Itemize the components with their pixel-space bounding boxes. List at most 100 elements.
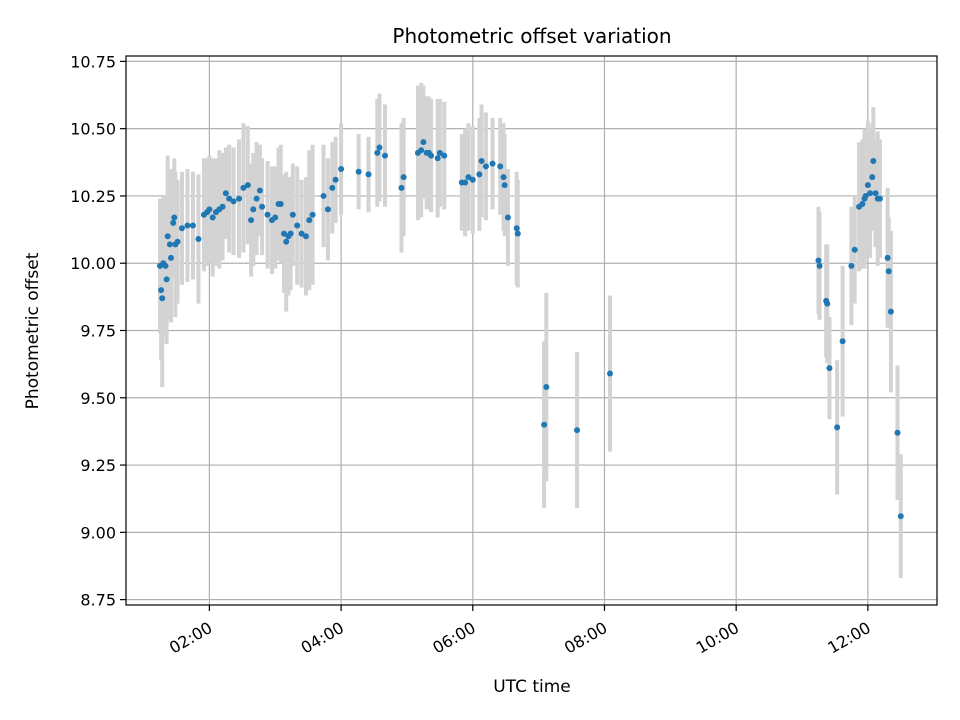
data-point	[158, 287, 165, 294]
data-point	[420, 139, 427, 146]
data-point	[287, 230, 294, 237]
data-point	[482, 163, 489, 170]
data-point	[355, 168, 362, 175]
data-point	[862, 192, 869, 199]
data-point	[497, 163, 504, 170]
data-point	[816, 262, 823, 269]
data-point	[872, 190, 879, 197]
data-point	[376, 144, 383, 151]
data-point	[436, 149, 443, 156]
data-point	[884, 254, 891, 261]
data-point	[324, 206, 331, 213]
x-axis-label: UTC time	[493, 677, 571, 697]
data-point	[272, 214, 279, 221]
data-point	[826, 365, 833, 372]
data-point	[489, 160, 496, 167]
data-point	[462, 179, 469, 186]
y-axis-label: Photometric offset	[23, 252, 43, 409]
data-point	[244, 182, 251, 189]
y-axis-ticks: 8.75 9.00 9.25 9.50 9.75 10.00 10.25 10.50 10.75	[70, 52, 126, 610]
data-point	[504, 214, 511, 221]
data-point	[867, 190, 874, 197]
data-point	[302, 233, 309, 240]
data-point	[365, 171, 372, 178]
y-tick-label: 8.75	[80, 591, 116, 610]
data-point	[195, 236, 202, 242]
data-point	[434, 155, 441, 162]
data-points	[157, 139, 904, 520]
y-tick-label: 9.25	[80, 456, 116, 475]
data-point	[869, 174, 876, 181]
data-point	[240, 184, 247, 191]
data-point	[398, 184, 405, 191]
data-point	[374, 149, 381, 156]
data-point	[859, 201, 866, 208]
data-point	[294, 222, 301, 229]
data-point	[166, 241, 173, 248]
data-point	[163, 276, 170, 283]
data-point	[864, 182, 871, 189]
data-point	[222, 190, 229, 197]
data-point	[289, 211, 296, 218]
data-point	[283, 238, 290, 245]
data-point	[469, 176, 476, 183]
chart-title: Photometric offset variation	[392, 24, 671, 48]
data-point	[513, 225, 520, 232]
y-tick-label: 10.75	[70, 52, 116, 71]
data-point	[894, 429, 901, 436]
data-point	[329, 184, 336, 191]
data-point	[870, 157, 877, 164]
data-point	[281, 230, 288, 237]
data-point	[428, 152, 435, 159]
data-point	[418, 147, 425, 154]
data-point	[170, 219, 177, 226]
data-point	[876, 195, 883, 202]
data-point	[184, 222, 191, 229]
data-point	[230, 198, 237, 205]
data-point	[381, 152, 388, 159]
data-point	[848, 262, 855, 269]
data-point	[248, 217, 255, 224]
data-point	[543, 384, 550, 391]
data-point	[219, 203, 226, 210]
data-point	[264, 211, 271, 218]
y-tick-label: 10.50	[70, 120, 116, 139]
data-point	[441, 152, 448, 159]
data-point	[851, 246, 858, 253]
data-point	[164, 233, 171, 240]
data-point	[226, 195, 233, 202]
data-point	[174, 238, 181, 245]
data-point	[465, 174, 472, 181]
data-point	[815, 257, 822, 264]
data-point	[574, 427, 581, 434]
data-point	[277, 201, 284, 208]
y-tick-label: 9.75	[80, 322, 116, 341]
y-tick-label: 10.00	[70, 254, 116, 273]
data-point	[259, 203, 266, 210]
data-point	[606, 370, 613, 377]
data-point	[476, 171, 483, 178]
data-point	[298, 230, 305, 237]
data-point	[253, 195, 260, 202]
data-point	[501, 182, 508, 189]
data-point	[400, 174, 407, 181]
data-point	[309, 211, 316, 218]
data-point	[209, 214, 216, 221]
data-point	[206, 206, 213, 213]
data-point	[897, 513, 904, 520]
data-point	[541, 421, 548, 428]
data-point	[159, 295, 166, 302]
data-point	[885, 268, 892, 275]
data-point	[834, 424, 841, 431]
data-point	[250, 206, 257, 213]
data-point	[338, 166, 345, 173]
y-tick-label: 9.50	[80, 389, 116, 408]
y-tick-label: 9.00	[80, 523, 116, 542]
data-point	[332, 176, 339, 183]
data-point	[500, 174, 507, 181]
data-point	[178, 225, 185, 232]
data-point	[824, 300, 831, 307]
data-point	[887, 308, 894, 315]
data-point	[171, 214, 178, 221]
